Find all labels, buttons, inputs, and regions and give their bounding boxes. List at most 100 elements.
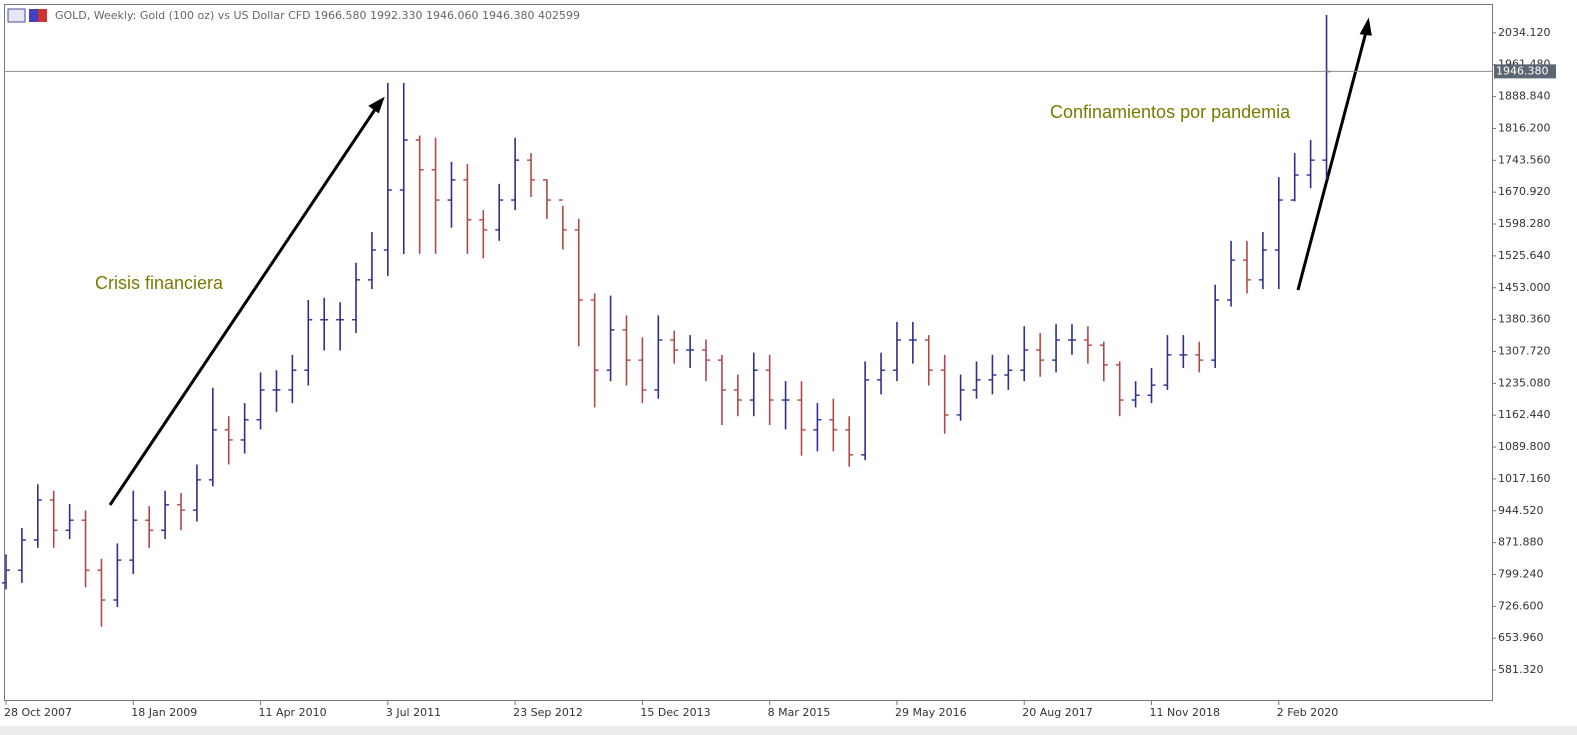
ohlc-bar xyxy=(1147,368,1156,404)
x-tick-label: 11 Apr 2010 xyxy=(259,706,327,719)
ohlc-bar xyxy=(606,295,615,382)
ohlc-bar xyxy=(1211,284,1220,369)
annotation: Confinamientos por pandemia xyxy=(1050,102,1291,122)
ohlc-bar xyxy=(17,528,26,583)
ohlc-bar xyxy=(702,339,711,382)
arrow xyxy=(1296,31,1368,291)
ohlc-bar xyxy=(224,416,233,465)
ohlc-bar xyxy=(495,183,504,241)
ohlc-bar xyxy=(733,374,742,417)
ohlc-bar xyxy=(988,354,997,395)
ohlc-bar xyxy=(208,387,217,487)
x-tick-label: 8 Mar 2015 xyxy=(768,706,831,719)
y-tick-label: 1017.160 xyxy=(1498,472,1551,485)
ohlc-bar xyxy=(431,137,440,254)
ohlc-bar xyxy=(1115,361,1124,417)
ohlc-bar xyxy=(81,510,90,588)
ohlc-bar xyxy=(272,370,281,412)
arrow-head xyxy=(368,96,385,114)
y-tick-label: 944.520 xyxy=(1498,504,1544,517)
y-tick-label: 1453.000 xyxy=(1498,281,1551,294)
icon xyxy=(29,9,38,22)
y-tick-label: 1598.280 xyxy=(1498,217,1551,230)
ohlc-bar xyxy=(717,354,726,426)
ohlc-bar xyxy=(574,218,583,347)
ohlc-bar xyxy=(415,135,424,254)
ohlc-bar xyxy=(877,352,886,395)
status-strip xyxy=(0,726,1577,735)
y-tick-label: 1162.440 xyxy=(1498,408,1551,421)
ohlc-bar xyxy=(145,506,154,548)
ohlc-bar xyxy=(288,354,297,404)
ohlc-bar xyxy=(527,153,536,197)
ohlc-bar xyxy=(1004,354,1013,390)
ohlc-bar xyxy=(65,503,74,540)
ohlc-bar xyxy=(1306,139,1315,189)
ohlc-bar xyxy=(622,315,631,386)
ohlc-bar xyxy=(192,464,201,522)
ohlc-bar xyxy=(638,337,647,404)
ohlc-bar xyxy=(399,82,408,254)
plot-frame xyxy=(4,4,1493,701)
ohlc-bar xyxy=(1242,240,1251,294)
y-tick-label: 653.960 xyxy=(1498,631,1544,644)
ohlc-bar xyxy=(33,484,42,548)
ohlc-bar xyxy=(49,490,58,548)
ohlc-bar xyxy=(367,232,376,290)
ohlc-bar xyxy=(1052,324,1061,373)
icon xyxy=(38,9,47,22)
x-tick-label: 3 Jul 2011 xyxy=(386,706,441,719)
arrows xyxy=(108,17,1372,506)
ohlc-bar xyxy=(447,161,456,228)
price-label-box xyxy=(1494,64,1556,79)
ohlc-bar xyxy=(479,210,488,259)
arrow xyxy=(108,107,378,506)
ohlc-bar xyxy=(1195,341,1204,373)
y-tick-label: 1743.560 xyxy=(1498,153,1551,166)
ohlc-bar xyxy=(1290,153,1299,202)
ohlc-bar xyxy=(1067,324,1076,355)
ohlc-bar xyxy=(304,300,313,386)
ohlc-bar xyxy=(320,297,329,351)
ohlc-bar xyxy=(1099,341,1108,382)
ohlc-bar xyxy=(1020,326,1029,382)
x-tick-label: 20 Aug 2017 xyxy=(1022,706,1092,719)
ohlc-bar xyxy=(256,372,265,430)
annotation: Crisis financiera xyxy=(95,273,224,293)
ohlc-bar xyxy=(590,293,599,408)
ohlc-bar xyxy=(352,262,361,333)
price-label: 1946.380 xyxy=(1496,64,1549,77)
ohlc-bar xyxy=(542,179,551,219)
ohlc-bar xyxy=(1227,240,1236,307)
ohlc-bar xyxy=(97,558,106,627)
x-tick-label: 11 Nov 2018 xyxy=(1150,706,1220,719)
ohlc-bar xyxy=(1258,232,1267,290)
ohlc-bar xyxy=(558,199,567,250)
ohlc-bar xyxy=(240,403,249,454)
ohlc-bar xyxy=(924,335,933,386)
icon xyxy=(7,8,26,23)
ohlc-bar xyxy=(797,381,806,456)
y-tick-label: 1888.840 xyxy=(1498,90,1551,103)
y-tick-label: 871.880 xyxy=(1498,536,1544,549)
y-tick-label: 2034.120 xyxy=(1498,26,1551,39)
ohlc-bar xyxy=(1036,332,1045,377)
y-tick-label: 1235.080 xyxy=(1498,376,1551,389)
ohlc-bar xyxy=(845,416,854,467)
header-icons xyxy=(7,8,47,23)
y-tick-label: 581.320 xyxy=(1498,663,1544,676)
ohlc-bar xyxy=(861,361,870,461)
ohlc-bar xyxy=(654,315,663,399)
ohlc-bar xyxy=(463,164,472,254)
x-tick-label: 18 Jan 2009 xyxy=(131,706,197,719)
ohlc-bar xyxy=(2,554,10,590)
x-tick-label: 29 May 2016 xyxy=(895,706,967,719)
ohlc-bar xyxy=(1163,335,1172,390)
ohlc-bar xyxy=(829,398,838,452)
ohlc-bar xyxy=(892,321,901,382)
y-tick-label: 1307.720 xyxy=(1498,344,1551,357)
arrow-head xyxy=(1359,17,1372,36)
y-tick-label: 799.240 xyxy=(1498,567,1544,580)
